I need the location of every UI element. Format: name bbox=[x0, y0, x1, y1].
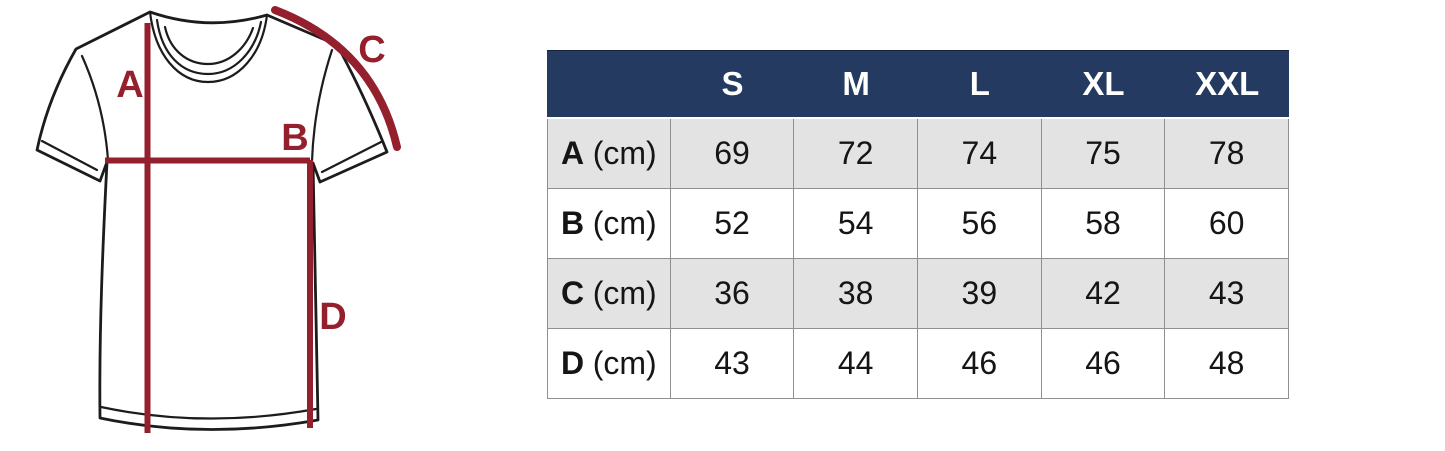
measure-label-b: B bbox=[281, 117, 308, 159]
size-value-c-l: 39 bbox=[917, 259, 1042, 329]
collar-outer-line bbox=[148, 10, 269, 84]
size-value-a-xxl: 78 bbox=[1165, 119, 1289, 189]
size-value-d-xl: 46 bbox=[1041, 329, 1166, 399]
left-cuff-line bbox=[40, 139, 99, 172]
size-col-header-xxl: XXL bbox=[1165, 50, 1289, 119]
left-armhole-seam bbox=[80, 54, 110, 162]
size-table-corner-cell bbox=[547, 50, 671, 119]
size-value-d-s: 43 bbox=[670, 329, 795, 399]
row-label-unit: (cm) bbox=[592, 205, 657, 241]
row-label-letter: A bbox=[560, 135, 585, 171]
measure-curve-c bbox=[271, 6, 401, 151]
size-value-c-s: 36 bbox=[670, 259, 795, 329]
measure-label-c: C bbox=[358, 29, 385, 71]
row-label-d: D (cm) bbox=[547, 329, 671, 399]
size-value-b-xl: 58 bbox=[1041, 189, 1166, 259]
size-value-d-xxl: 48 bbox=[1165, 329, 1289, 399]
size-value-c-xxl: 43 bbox=[1165, 259, 1289, 329]
size-value-b-xxl: 60 bbox=[1165, 189, 1289, 259]
measure-label-d: D bbox=[319, 296, 346, 338]
row-label-unit: (cm) bbox=[592, 275, 657, 311]
size-value-b-s: 52 bbox=[670, 189, 795, 259]
size-value-a-m: 72 bbox=[794, 119, 918, 189]
tshirt-diagram: A B C D bbox=[35, 6, 401, 433]
size-value-c-xl: 42 bbox=[1041, 259, 1166, 329]
size-col-header-s: S bbox=[670, 50, 795, 119]
size-value-d-m: 44 bbox=[794, 329, 918, 399]
size-value-b-l: 56 bbox=[917, 189, 1042, 259]
size-value-a-l: 74 bbox=[917, 119, 1042, 189]
size-col-header-m: M bbox=[794, 50, 918, 119]
size-value-a-xl: 75 bbox=[1041, 119, 1166, 189]
row-label-unit: (cm) bbox=[592, 135, 657, 171]
row-label-letter: B bbox=[560, 205, 585, 241]
size-col-header-xl: XL bbox=[1041, 50, 1166, 119]
collar-inner-line bbox=[163, 25, 255, 66]
size-table: S M L XL XXL A (cm) 69 72 74 75 78 B (cm… bbox=[547, 50, 1289, 399]
measure-label-a: A bbox=[116, 64, 143, 106]
row-label-b: B (cm) bbox=[547, 189, 671, 259]
row-label-unit: (cm) bbox=[592, 345, 657, 381]
right-armhole-seam bbox=[310, 48, 334, 163]
row-label-letter: D bbox=[560, 345, 585, 381]
right-cuff-line bbox=[320, 140, 383, 174]
row-label-letter: C bbox=[560, 275, 585, 311]
hem-line bbox=[99, 405, 318, 420]
size-col-header-l: L bbox=[917, 50, 1042, 119]
row-label-c: C (cm) bbox=[547, 259, 671, 329]
size-value-d-l: 46 bbox=[917, 329, 1042, 399]
row-label-a: A (cm) bbox=[547, 119, 671, 189]
size-value-a-s: 69 bbox=[670, 119, 795, 189]
size-value-c-m: 38 bbox=[794, 259, 918, 329]
collar-rib-line bbox=[155, 18, 263, 76]
size-value-b-m: 54 bbox=[794, 189, 918, 259]
